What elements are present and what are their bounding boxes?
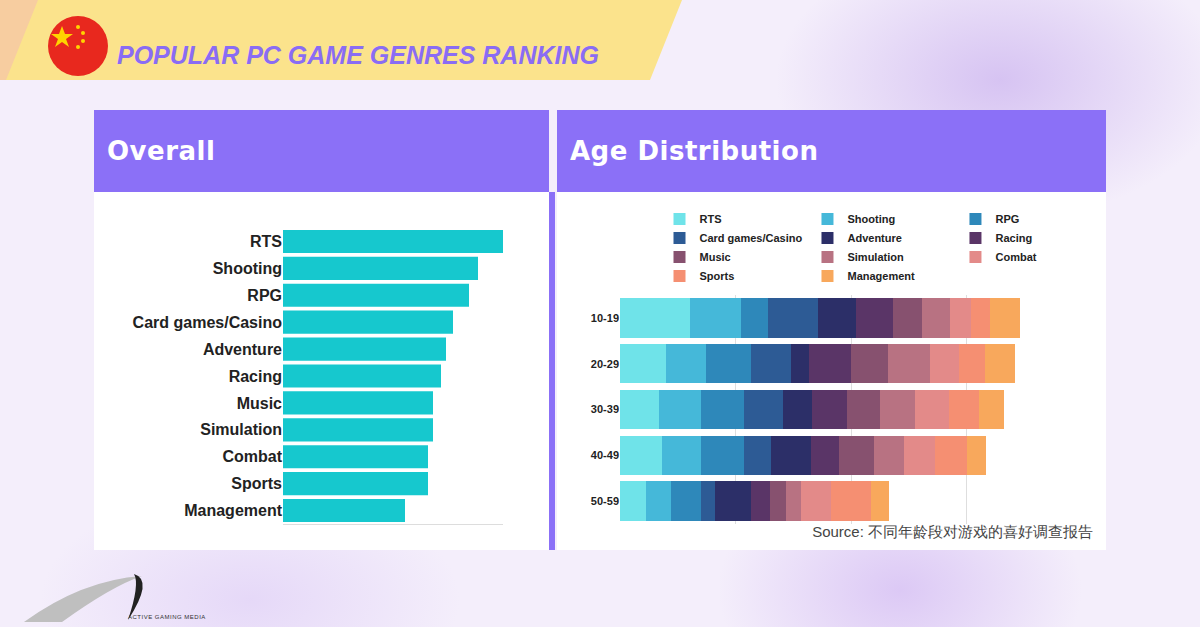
svg-text:RTS: RTS bbox=[700, 213, 722, 225]
svg-text:RPG: RPG bbox=[247, 287, 282, 304]
svg-text:Shooting: Shooting bbox=[213, 260, 282, 277]
svg-text:Management: Management bbox=[184, 502, 282, 519]
svg-text:Music: Music bbox=[237, 395, 282, 412]
svg-text:RPG: RPG bbox=[995, 213, 1019, 225]
svg-text:Racing: Racing bbox=[229, 368, 282, 385]
svg-text:Sports: Sports bbox=[700, 270, 735, 282]
svg-text:Management: Management bbox=[847, 270, 915, 282]
svg-text:Racing: Racing bbox=[995, 232, 1032, 244]
svg-text:50-59: 50-59 bbox=[591, 495, 619, 507]
svg-text:Simulation: Simulation bbox=[847, 251, 904, 263]
html-text:ACTIVE GAMING MEDIA: ACTIVE GAMING MEDIA bbox=[128, 614, 206, 620]
svg-text:Card games/Casino: Card games/Casino bbox=[700, 232, 803, 244]
svg-text:40-49: 40-49 bbox=[591, 449, 619, 461]
svg-text:Combat: Combat bbox=[222, 448, 282, 465]
svg-text:Shooting: Shooting bbox=[847, 213, 895, 225]
svg-text:Music: Music bbox=[700, 251, 731, 263]
svg-text:RTS: RTS bbox=[250, 233, 282, 250]
svg-text:30-39: 30-39 bbox=[591, 403, 619, 415]
html-text:POPULAR PC GAME GENRES RANKING: POPULAR PC GAME GENRES RANKING bbox=[117, 41, 599, 69]
svg-text:Adventure: Adventure bbox=[203, 341, 282, 358]
svg-text:Combat: Combat bbox=[995, 251, 1036, 263]
svg-text:20-29: 20-29 bbox=[591, 358, 619, 370]
svg-text:Sports: Sports bbox=[231, 475, 282, 492]
svg-text:10-19: 10-19 bbox=[591, 312, 619, 324]
html-text:Source: 不同年龄段对游戏的喜好调查报告: Source: 不同年龄段对游戏的喜好调查报告 bbox=[812, 523, 1093, 540]
svg-text:Adventure: Adventure bbox=[847, 232, 901, 244]
svg-text:Card games/Casino: Card games/Casino bbox=[133, 314, 283, 331]
html-text:Overall: Overall bbox=[107, 136, 216, 166]
html-text:Age Distribution: Age Distribution bbox=[570, 136, 819, 166]
svg-text:Simulation: Simulation bbox=[200, 421, 282, 438]
